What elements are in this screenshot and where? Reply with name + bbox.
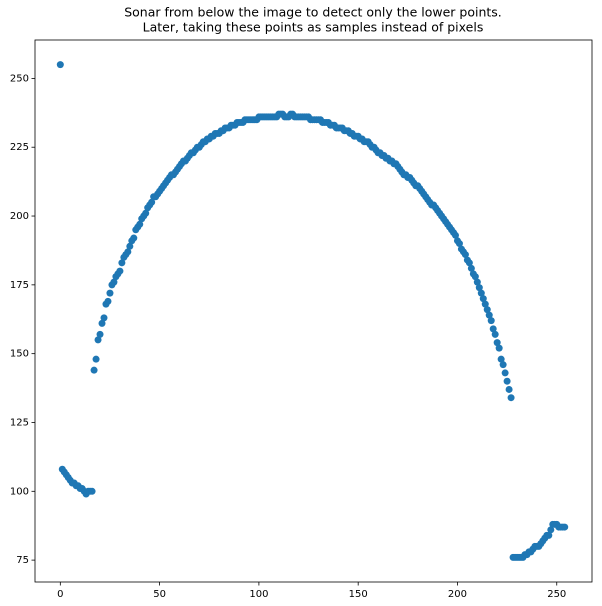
point bbox=[495, 344, 503, 352]
point bbox=[477, 289, 485, 297]
point bbox=[90, 366, 98, 374]
y-tick-label: 150 bbox=[10, 349, 29, 360]
point bbox=[126, 242, 134, 250]
point bbox=[499, 361, 507, 369]
point bbox=[96, 330, 104, 338]
point bbox=[493, 339, 501, 347]
plot-frame bbox=[34, 39, 593, 583]
point bbox=[489, 325, 497, 333]
x-tick-label: 250 bbox=[547, 589, 566, 600]
point bbox=[56, 61, 64, 69]
point bbox=[124, 248, 132, 256]
point bbox=[88, 487, 96, 495]
point bbox=[487, 317, 495, 325]
point bbox=[497, 355, 505, 363]
x-tick-label: 200 bbox=[448, 589, 467, 600]
point bbox=[471, 273, 479, 281]
y-tick-label: 125 bbox=[10, 417, 29, 428]
point bbox=[110, 278, 118, 286]
point bbox=[100, 314, 108, 322]
point bbox=[545, 531, 553, 539]
point bbox=[491, 330, 499, 338]
point bbox=[501, 369, 509, 377]
point bbox=[561, 523, 569, 531]
point bbox=[455, 240, 463, 248]
point bbox=[475, 284, 483, 292]
point bbox=[461, 251, 469, 259]
point bbox=[118, 259, 126, 267]
point bbox=[130, 234, 138, 242]
point bbox=[485, 311, 493, 319]
point bbox=[505, 385, 513, 393]
y-tick-label: 250 bbox=[10, 73, 29, 84]
point bbox=[94, 336, 102, 344]
point bbox=[136, 220, 144, 228]
y-tick-label: 200 bbox=[10, 211, 29, 222]
point bbox=[479, 295, 487, 303]
point bbox=[104, 297, 112, 305]
x-tick-label: 50 bbox=[153, 589, 166, 600]
point bbox=[92, 355, 100, 363]
point bbox=[483, 306, 491, 314]
y-tick-label: 100 bbox=[10, 486, 29, 497]
point bbox=[116, 267, 124, 275]
point bbox=[98, 319, 106, 327]
point bbox=[142, 209, 150, 217]
point bbox=[148, 198, 156, 206]
point bbox=[106, 289, 114, 297]
point bbox=[467, 264, 475, 272]
point bbox=[507, 394, 515, 402]
point bbox=[473, 278, 481, 286]
point bbox=[503, 377, 511, 385]
y-tick-label: 75 bbox=[16, 555, 29, 566]
x-tick-label: 0 bbox=[57, 589, 63, 600]
x-tick-label: 100 bbox=[249, 589, 268, 600]
y-tick-label: 175 bbox=[10, 280, 29, 291]
point bbox=[465, 259, 473, 267]
x-tick-label: 150 bbox=[349, 589, 368, 600]
chart-subtitle: Later, taking these points as samples in… bbox=[143, 20, 484, 35]
point bbox=[547, 526, 555, 534]
chart-title: Sonar from below the image to detect onl… bbox=[124, 5, 502, 20]
point bbox=[481, 300, 489, 308]
y-tick-label: 225 bbox=[10, 142, 29, 153]
point bbox=[451, 231, 459, 239]
